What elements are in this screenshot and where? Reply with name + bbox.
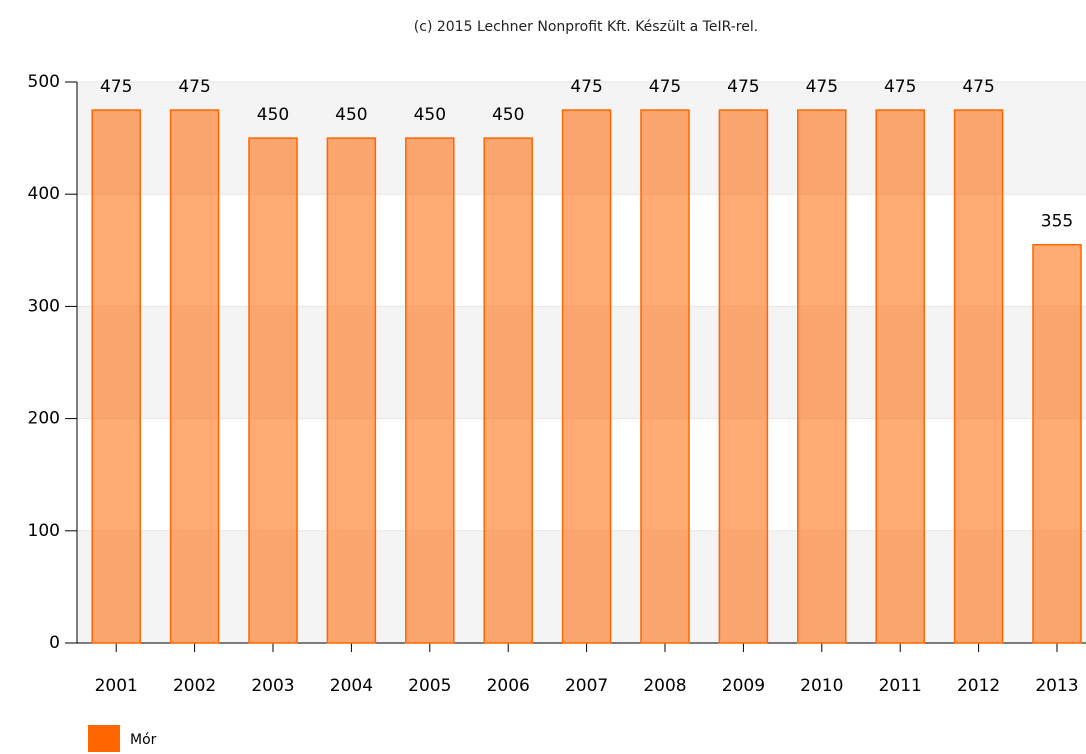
x-tick-label: 2001 xyxy=(95,676,138,696)
y-tick-label: 400 xyxy=(28,184,60,204)
value-label: 355 xyxy=(1041,212,1073,232)
y-tick-label: 0 xyxy=(49,633,60,653)
value-label: 475 xyxy=(806,77,838,97)
y-tick-label: 500 xyxy=(28,72,60,92)
bar xyxy=(248,137,298,644)
chart-title: (c) 2015 Lechner Nonprofit Kft. Készült … xyxy=(414,19,758,35)
x-tick-label: 2004 xyxy=(330,676,373,696)
x-tick-label: 2012 xyxy=(957,676,1000,696)
value-label: 475 xyxy=(962,77,994,97)
x-tick-label: 2005 xyxy=(408,676,451,696)
bar xyxy=(561,109,612,644)
y-tick-label: 100 xyxy=(28,521,60,541)
value-label: 475 xyxy=(570,77,602,97)
y-tick-label: 300 xyxy=(28,296,60,316)
value-label: 450 xyxy=(335,105,367,125)
x-tick-label: 2006 xyxy=(487,676,530,696)
value-label: 450 xyxy=(257,105,289,125)
x-tick-label: 2003 xyxy=(251,676,294,696)
value-label: 450 xyxy=(414,105,446,125)
bar xyxy=(1032,243,1082,644)
x-tick-label: 2011 xyxy=(879,676,922,696)
x-tick-label: 2008 xyxy=(643,676,686,696)
y-tick-label: 200 xyxy=(28,409,60,429)
value-label: 475 xyxy=(727,77,759,97)
value-label: 475 xyxy=(178,77,210,97)
legend-label: Mór xyxy=(130,732,157,748)
bar xyxy=(640,109,690,644)
x-tick-label: 2013 xyxy=(1035,676,1078,696)
value-label: 475 xyxy=(649,77,681,97)
bar xyxy=(718,109,769,644)
bar xyxy=(169,109,220,644)
x-tick-label: 2009 xyxy=(722,676,765,696)
x-tick-label: 2007 xyxy=(565,676,608,696)
bar xyxy=(405,137,455,644)
bar xyxy=(91,109,141,644)
value-label: 450 xyxy=(492,105,524,125)
legend-swatch xyxy=(88,725,120,752)
x-tick-label: 2002 xyxy=(173,676,216,696)
bar xyxy=(953,109,1004,644)
x-tick-label: 2010 xyxy=(800,676,843,696)
bar xyxy=(326,137,377,644)
bar xyxy=(797,109,847,644)
bar xyxy=(875,109,925,644)
bar xyxy=(483,137,533,644)
value-label: 475 xyxy=(100,77,132,97)
value-label: 475 xyxy=(884,77,916,97)
